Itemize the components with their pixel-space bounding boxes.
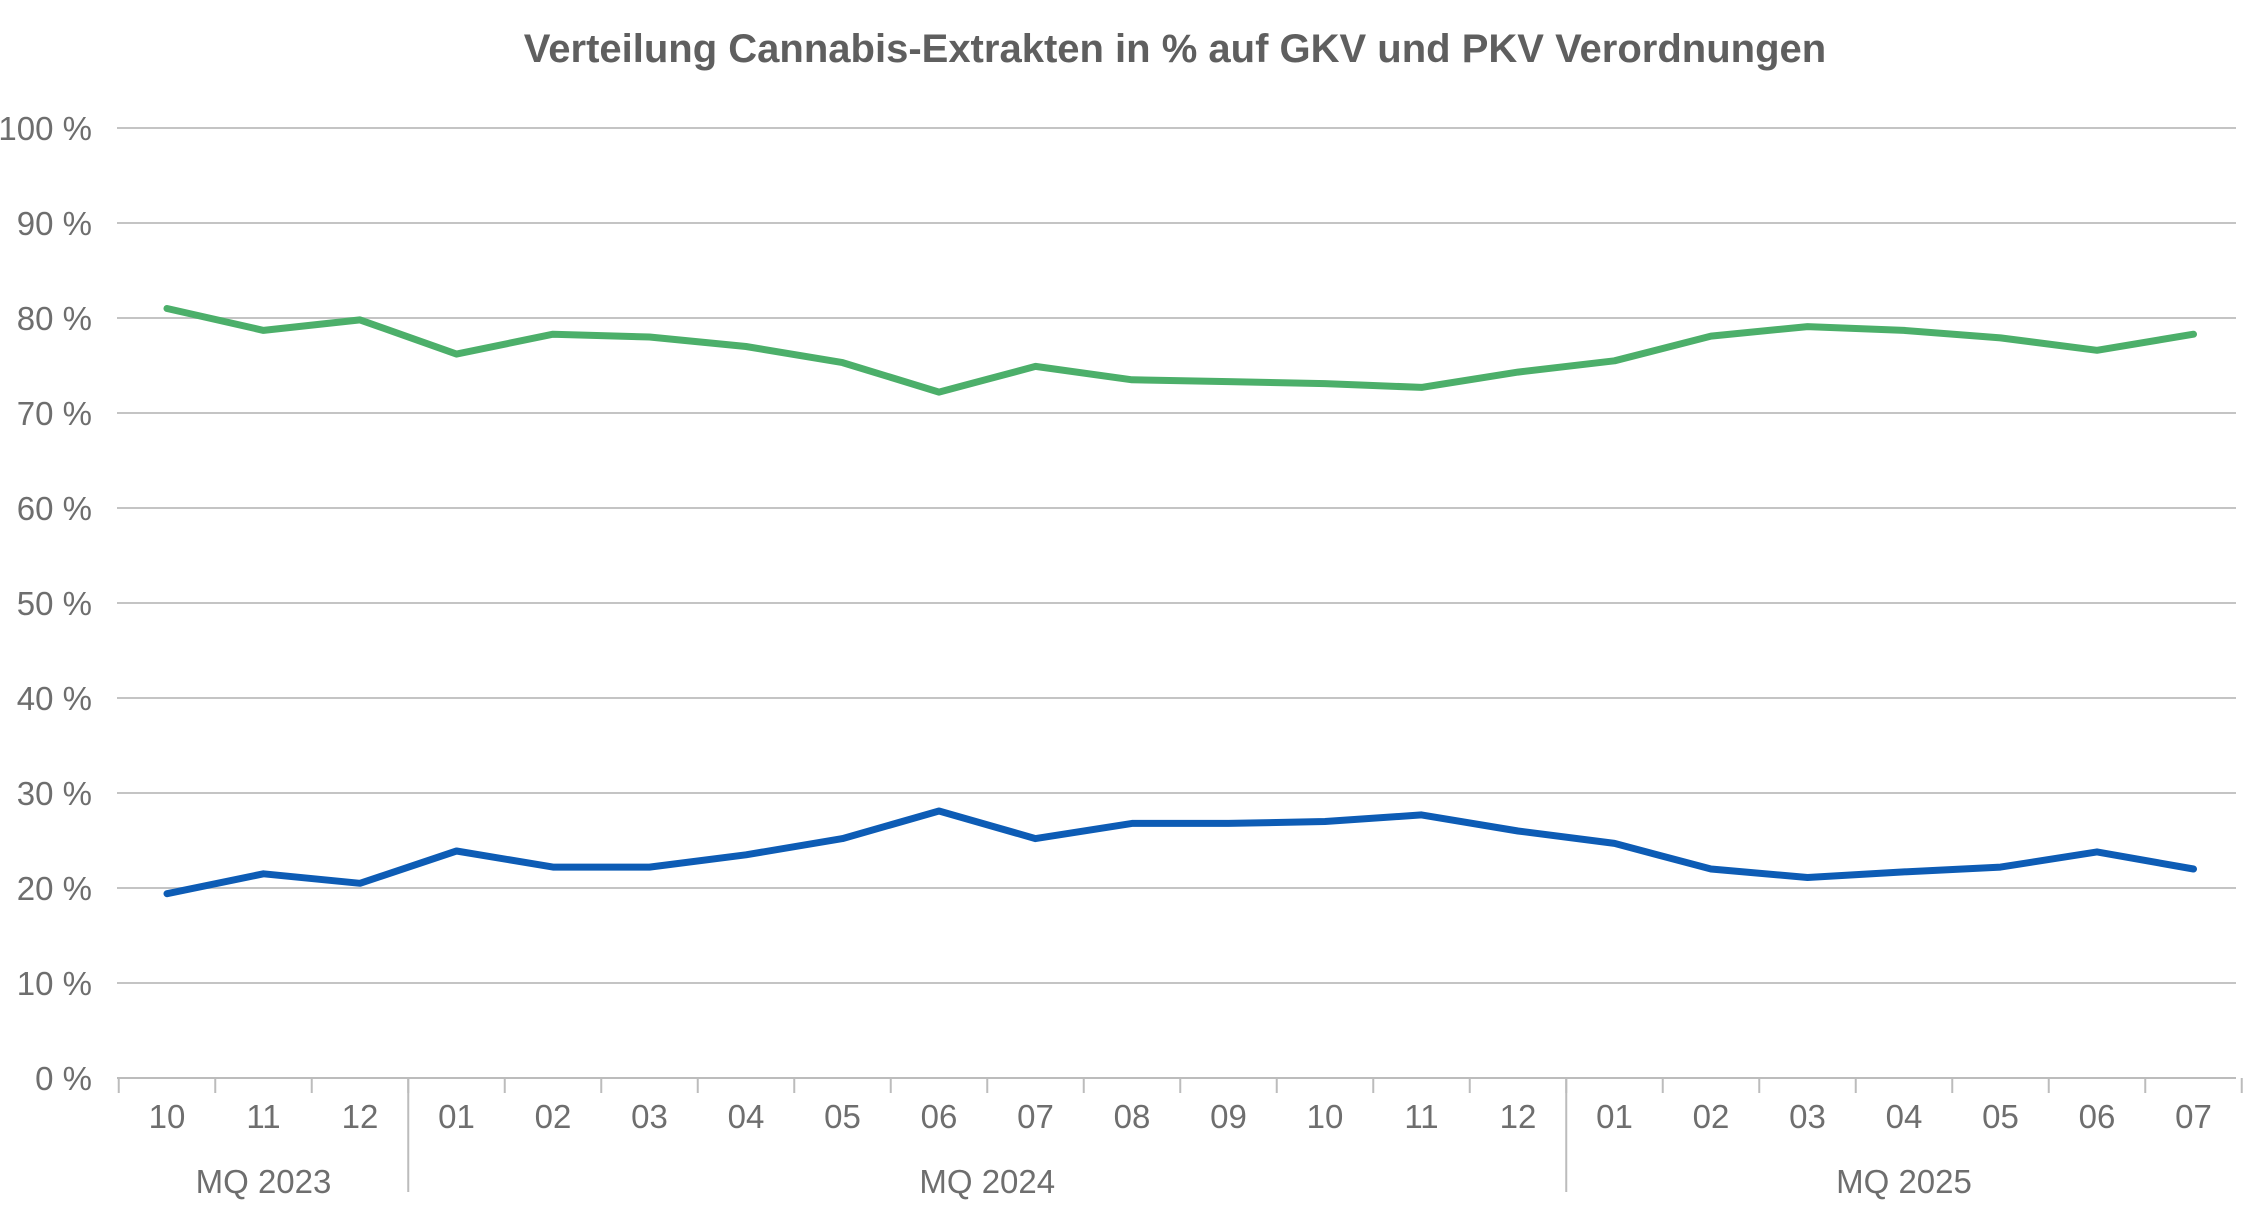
chart-title: Verteilung Cannabis-Extrakten in % auf G… [524, 27, 1826, 71]
x-axis: 10 11 12 01 02 03 04 05 06 07 08 09 10 11 12 01 02 03 04 05… [117, 1077, 2243, 1200]
x-tick-label: 08 [1114, 1098, 1151, 1135]
x-tick-label: 03 [631, 1098, 668, 1135]
x-tick-label: 01 [438, 1098, 475, 1135]
x-tick-label: 12 [1500, 1098, 1537, 1135]
x-tick-label: 09 [1210, 1098, 1247, 1135]
group-label: MQ 2025 [1836, 1163, 1972, 1200]
x-tick-label: 10 [1307, 1098, 1344, 1135]
series-lines [163, 305, 2197, 898]
x-tick-label: 05 [1982, 1098, 2019, 1135]
x-tick-label: 02 [535, 1098, 572, 1135]
x-tick-label: 03 [1789, 1098, 1826, 1135]
y-tick-label: 100 % [0, 110, 92, 147]
x-tick-label: 10 [149, 1098, 186, 1135]
x-tick-label: 04 [1886, 1098, 1923, 1135]
x-tick-label: 07 [2175, 1098, 2212, 1135]
series-line-1 [163, 305, 2197, 396]
x-tick-label: 02 [1693, 1098, 1730, 1135]
y-tick-label: 20 % [17, 870, 92, 907]
x-tick-label: 04 [728, 1098, 765, 1135]
y-tick-label: 70 % [17, 395, 92, 432]
y-tick-label: 30 % [17, 775, 92, 812]
y-tick-label: 40 % [17, 680, 92, 717]
y-tick-label: 60 % [17, 490, 92, 527]
series-line-2 [163, 807, 2197, 898]
y-tick-label: 50 % [17, 585, 92, 622]
y-tick-label: 80 % [17, 300, 92, 337]
y-tick-label: 90 % [17, 205, 92, 242]
x-tick-label: 07 [1017, 1098, 1054, 1135]
x-tick-label: 11 [1404, 1098, 1438, 1135]
x-tick-label: 11 [246, 1098, 280, 1135]
x-tick-label: 05 [824, 1098, 861, 1135]
y-tick-label: 0 % [35, 1060, 92, 1097]
y-axis: 0 % 10 % 20 % 30 % 40 % 50 % 60 % 70 % 80 % 90 % 1… [0, 110, 92, 1097]
x-tick-label: 01 [1596, 1098, 1633, 1135]
gridlines [117, 127, 2236, 984]
x-tick-label: 12 [342, 1098, 379, 1135]
group-label: MQ 2023 [196, 1163, 332, 1200]
x-tick-label: 06 [921, 1098, 958, 1135]
x-tick-label: 06 [2079, 1098, 2116, 1135]
y-tick-label: 10 % [17, 965, 92, 1002]
group-label: MQ 2024 [919, 1163, 1055, 1200]
